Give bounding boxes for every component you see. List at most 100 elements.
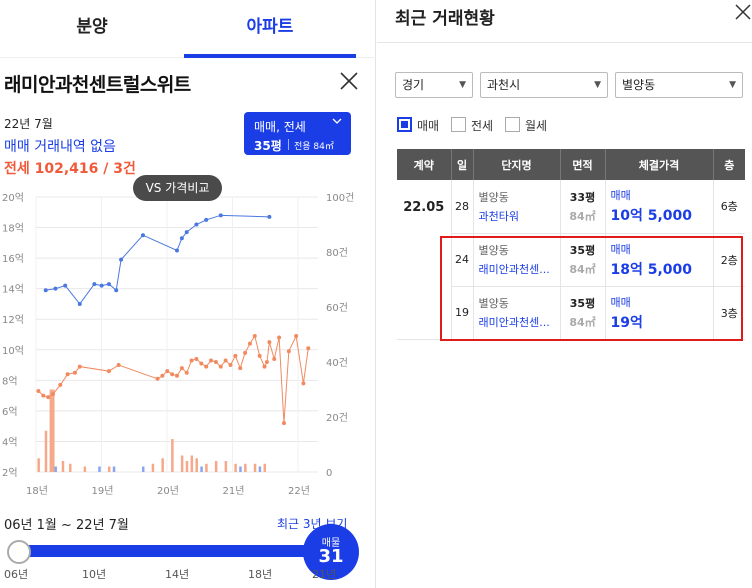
data-point	[51, 392, 56, 397]
data-point	[114, 288, 119, 293]
data-point	[238, 366, 243, 371]
volume-bar	[263, 463, 267, 472]
x-tick-label: 21년	[223, 485, 245, 497]
y-right-tick-label: 100건	[326, 192, 354, 204]
filter-area: 35평	[254, 139, 282, 153]
table-header-row: 계약 일 단지명 면적 체결가격 층	[397, 149, 745, 180]
area-sqm: 84㎡	[569, 209, 596, 223]
volume-bar	[190, 455, 194, 472]
dong-name: 별양동	[478, 190, 509, 204]
data-point	[170, 372, 175, 377]
chevron-down-icon	[332, 116, 342, 129]
checkbox-icon	[397, 117, 412, 132]
province-select[interactable]: 경기 ▼	[395, 72, 473, 98]
volume-bar	[253, 463, 257, 472]
complex-name-link[interactable]: 과천타워	[478, 209, 519, 223]
volume-bar	[37, 458, 40, 472]
select-value: 과천시	[487, 78, 521, 92]
volume-bar	[214, 461, 218, 472]
checkbox-monthly[interactable]: 월세	[505, 117, 553, 133]
y-left-tick-label: 12억	[2, 314, 24, 326]
volume-bar	[151, 463, 155, 472]
table-row[interactable]: 19 별양동 래미안과천센... 35평 84㎡ 매매 19억 3층	[397, 286, 745, 340]
close-icon[interactable]	[338, 70, 360, 92]
data-point	[140, 233, 145, 238]
checkbox-label: 매매	[417, 119, 440, 133]
volume-bar	[98, 466, 101, 472]
data-point	[306, 346, 311, 351]
volume-bar	[180, 455, 184, 472]
data-point	[58, 382, 63, 387]
volume-bar	[185, 461, 189, 472]
data-point	[179, 366, 184, 371]
data-point	[301, 381, 306, 386]
table-row[interactable]: 24 별양동 래미안과천센... 35평 84㎡ 매매 18억 5,000 2층	[397, 233, 745, 287]
complex-title: 래미안과천센트럴스위트	[4, 74, 191, 96]
data-point	[199, 361, 204, 366]
close-icon[interactable]	[733, 2, 752, 22]
data-point	[184, 370, 189, 375]
trade-price: 18억 5,000	[610, 261, 693, 278]
period-slider-handle[interactable]	[7, 540, 31, 564]
tab-presale[interactable]: 분양	[76, 17, 108, 37]
select-value: 별양동	[622, 78, 656, 92]
y-right-tick-label: 80건	[326, 247, 348, 259]
data-point	[204, 217, 209, 222]
dong-select[interactable]: 별양동 ▼	[615, 72, 743, 98]
slider-tick: 21년	[312, 568, 337, 581]
complex-name-link[interactable]: 래미안과천센...	[478, 263, 550, 276]
contract-date: 22.05	[397, 180, 452, 340]
trade-filter-button[interactable]: 매매, 전세 35평 전용 84㎡	[244, 112, 351, 155]
divider	[377, 42, 752, 43]
city-select[interactable]: 과천시 ▼	[480, 72, 608, 98]
data-point	[36, 389, 41, 394]
slider-tick: 18년	[248, 568, 273, 581]
complex-cell: 별양동 래미안과천센...	[473, 286, 561, 340]
checkbox-jeonse[interactable]: 전세	[451, 117, 499, 133]
checkbox-label: 전세	[471, 119, 494, 133]
listing-label: 매물	[321, 538, 341, 549]
data-point	[119, 257, 124, 262]
area-sqm: 84㎡	[569, 316, 596, 329]
filter-net-area: 전용 84㎡	[294, 142, 334, 152]
data-point	[213, 360, 218, 364]
checkbox-sale[interactable]: 매매	[397, 117, 445, 133]
vs-compare-button[interactable]: VS 가격비교	[133, 175, 222, 201]
table-row[interactable]: 22.05 28 별양동 과천타워 33평 84㎡ 매매 10억 5,000 6…	[397, 180, 745, 340]
x-tick-label: 22년	[288, 485, 310, 497]
transactions-table: 계약 일 단지명 면적 체결가격 층 22.05 28 별양동 과천타워	[397, 149, 745, 340]
select-value: 경기	[402, 78, 425, 92]
x-tick-label: 18년	[26, 485, 48, 497]
series-line	[45, 214, 270, 305]
data-point	[277, 335, 282, 340]
data-point	[286, 349, 291, 354]
price-cell: 매매 19억	[605, 286, 714, 340]
data-point	[99, 283, 104, 288]
price-cell: 매매 18억 5,000	[605, 233, 714, 287]
column-header: 일	[451, 149, 474, 180]
data-point	[77, 364, 82, 369]
listing-count-badge[interactable]: 매물 31	[303, 524, 359, 580]
data-point	[281, 421, 286, 426]
data-point	[218, 364, 223, 369]
active-tab-indicator	[184, 54, 356, 58]
data-point	[257, 353, 262, 358]
floor-cell: 2층	[713, 233, 745, 287]
tab-apartment[interactable]: 아파트	[246, 17, 294, 37]
data-point	[160, 373, 165, 378]
data-point	[65, 372, 70, 377]
data-point	[223, 358, 228, 363]
y-left-tick-label: 8억	[2, 375, 18, 387]
area-cell: 33평 84㎡	[560, 180, 606, 234]
complex-name-link[interactable]: 래미안과천센...	[478, 316, 550, 329]
period-slider-track[interactable]	[16, 545, 328, 557]
area-cell: 35평 84㎡	[560, 286, 606, 340]
data-point	[184, 230, 189, 235]
volume-bar	[195, 458, 198, 472]
data-point	[72, 370, 77, 375]
trade-price: 10억 5,000	[610, 208, 693, 225]
volume-bar	[49, 389, 53, 472]
dong-name: 별양동	[478, 297, 509, 310]
summary-jeonse: 전세 102,416 / 3건	[4, 161, 136, 177]
